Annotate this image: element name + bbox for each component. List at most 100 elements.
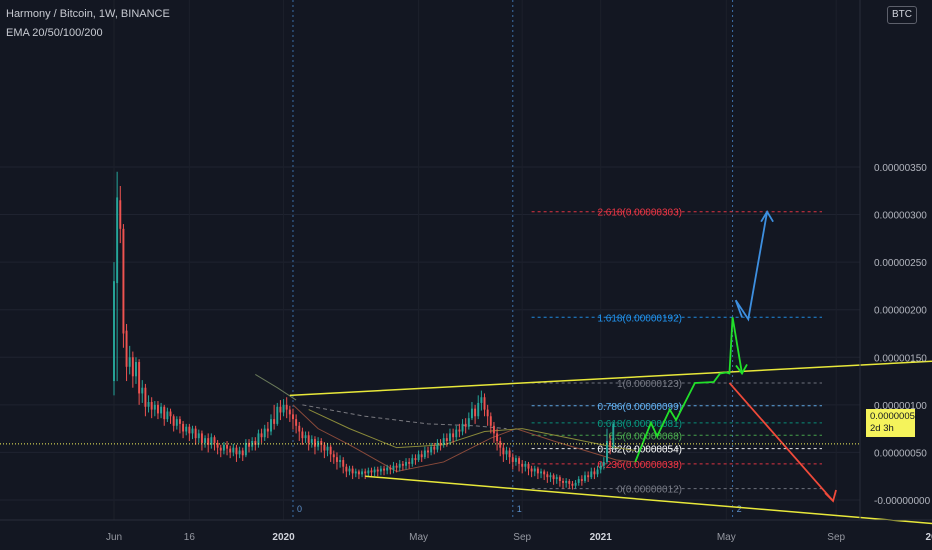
fib-level-label: 2.618(0.00000303) [597, 208, 682, 219]
candle-body [433, 446, 436, 450]
candle-body [477, 402, 480, 417]
candle-body [470, 408, 473, 419]
candle-body [313, 439, 316, 447]
candle-body [445, 438, 448, 442]
candle-body [596, 469, 599, 475]
symbol-title[interactable]: Harmony / Bitcoin, 1W, BINANCE [6, 8, 170, 20]
currency-badge[interactable]: BTC [887, 6, 917, 24]
candle-body [511, 457, 514, 462]
candle-body [342, 460, 345, 467]
candle-body [191, 428, 194, 434]
candle-body [436, 442, 439, 450]
candle-body [257, 433, 260, 445]
candle-body [496, 433, 499, 442]
candle-body [577, 479, 580, 483]
bullish-zigzag-projection [634, 317, 734, 463]
candle-body [248, 442, 250, 447]
candle-body [339, 460, 342, 462]
candle-body [458, 429, 461, 432]
candle-body [574, 482, 577, 486]
candle-body [320, 441, 323, 445]
candle-body [580, 479, 583, 481]
candle-body [144, 387, 147, 407]
candle-body [361, 471, 364, 475]
candle-body [461, 423, 464, 432]
ema20-line [292, 404, 636, 472]
candle-body [222, 444, 225, 451]
candle-body [549, 475, 552, 478]
candle-body [163, 406, 166, 420]
time-tick-label: 16 [184, 532, 196, 543]
candle-body [357, 471, 360, 475]
time-cycle-markers: 0123 [292, 0, 742, 520]
candlestick-series [113, 171, 615, 490]
candle-body [270, 419, 272, 432]
candle-body [279, 406, 282, 413]
candle-body [266, 428, 269, 432]
candle-body [414, 458, 417, 461]
candle-body [376, 469, 379, 472]
candle-body [367, 470, 370, 474]
time-tick-label: 2020 [272, 532, 295, 543]
breakout-arrow-shaft [731, 317, 743, 374]
ema100-line [255, 373, 297, 401]
candle-body [499, 441, 502, 448]
candle-body [326, 446, 329, 451]
indicator-legend[interactable]: EMA 20/50/100/200 [6, 27, 103, 39]
candle-body [555, 477, 558, 480]
candle-body [452, 433, 455, 438]
candle-body [276, 406, 279, 424]
candle-body [301, 431, 304, 439]
time-tick-label: Jun [106, 532, 122, 543]
candle-body [439, 442, 442, 445]
candle-body [540, 471, 543, 474]
candle-body [241, 450, 244, 456]
candle-body [175, 419, 178, 426]
candle-body [467, 418, 470, 427]
candle-body [552, 475, 555, 480]
fib-level-label: 1.618(0.00000192) [597, 313, 682, 324]
candle-body [370, 470, 373, 473]
projection-drawings [634, 209, 837, 503]
candle-body [383, 468, 386, 471]
candle-body [135, 362, 137, 377]
candle-body [141, 387, 144, 394]
time-tick-label: May [717, 532, 736, 543]
current-price-value: 0.00000059 [870, 411, 921, 422]
candle-body [194, 428, 197, 439]
candle-body [229, 448, 232, 453]
candle-body [514, 458, 517, 462]
candle-body [182, 423, 185, 432]
time-tick-label: Sep [827, 532, 845, 543]
candle-body [282, 404, 285, 413]
candle-body [219, 447, 222, 451]
candle-body [307, 435, 310, 443]
candle-body [571, 483, 574, 486]
candle-body [172, 416, 175, 426]
candle-body [138, 362, 141, 394]
fib-level-label: 0.236(0.00000038) [597, 460, 682, 471]
time-cycle-label: 1 [517, 504, 522, 514]
price-tick-label: -0.00000000 [874, 496, 931, 507]
candle-body [502, 447, 505, 455]
candle-body [335, 457, 338, 462]
candle-body [423, 450, 426, 458]
candle-body [185, 426, 188, 432]
fib-level-label: 1(0.00000123) [617, 379, 682, 390]
candle-body [483, 397, 486, 410]
price-axis[interactable]: 0.00000350 0.00000300 0.00000250 0.00000200… [859, 0, 931, 520]
candle-body [235, 447, 238, 455]
candle-body [606, 441, 608, 462]
time-axis[interactable]: Jun162020MaySep2021MaySep2022MaySep [0, 519, 932, 543]
candle-body [351, 468, 354, 474]
candle-body [160, 406, 163, 414]
ema-lines [255, 373, 636, 472]
fib-level-label: 0.786(0.00000099) [597, 402, 682, 413]
candle-body [530, 468, 533, 472]
candle-body [207, 438, 210, 445]
price-tick-label: 0.00000200 [874, 306, 927, 317]
candle-body [411, 458, 414, 464]
candle-body [405, 461, 407, 466]
candle-body [584, 475, 586, 481]
